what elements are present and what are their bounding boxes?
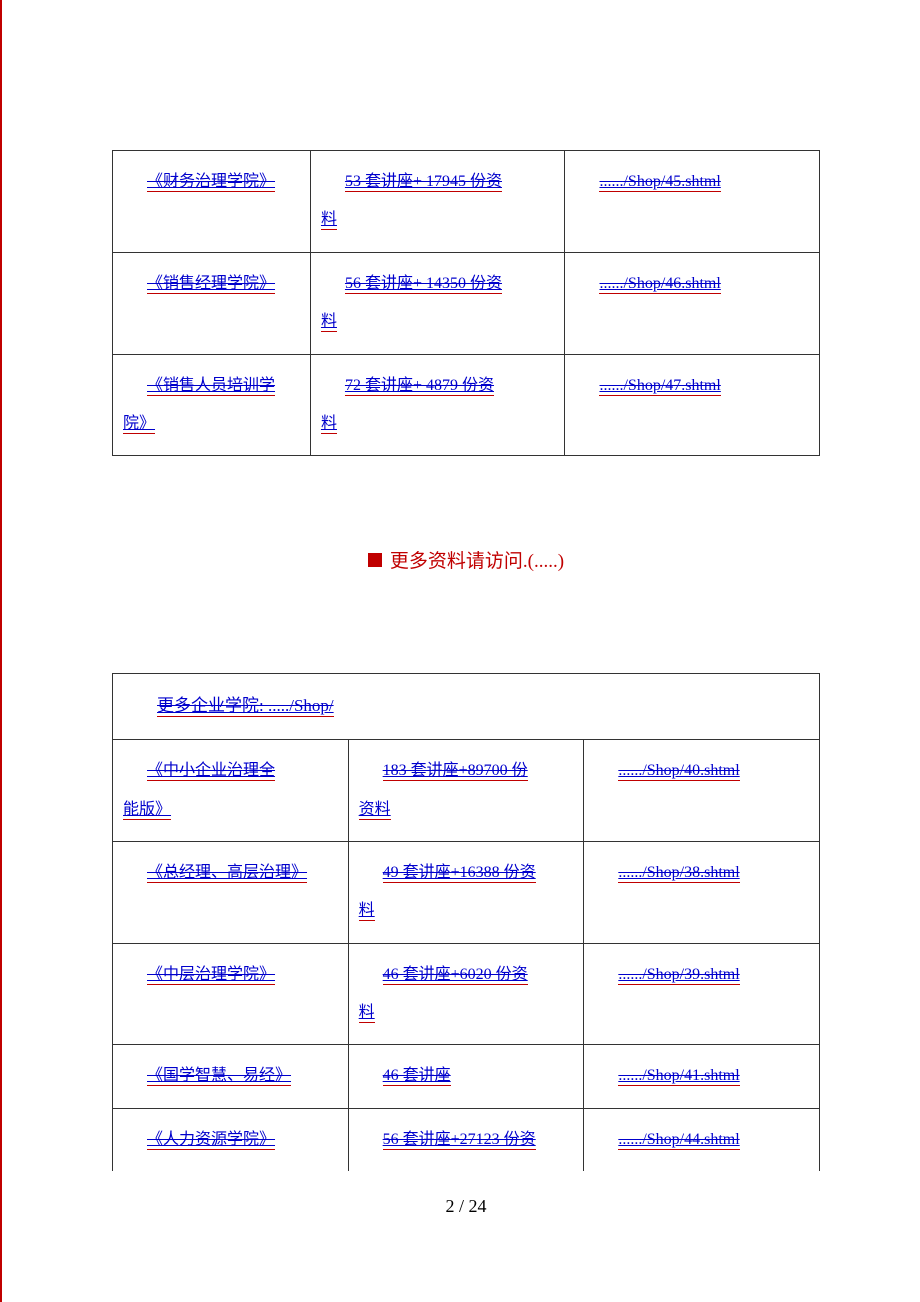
table-header: 更多企业学院: ...../Shop/ xyxy=(113,674,820,740)
course-link[interactable]: 《中小企业治理全 xyxy=(147,762,275,781)
cell-name: 《销售人员培训学 院》 xyxy=(113,354,311,456)
course-url[interactable]: ....../Shop/47.shtml xyxy=(599,377,720,396)
table-row: 《人力资源学院》 56 套讲座+27123 份资 ....../Shop/44.… xyxy=(113,1108,820,1171)
square-icon xyxy=(368,553,382,567)
cell-desc: 46 套讲座+6020 份资 料 xyxy=(348,943,584,1045)
course-url[interactable]: ....../Shop/40.shtml xyxy=(618,762,739,781)
table-row: 《中层治理学院》 46 套讲座+6020 份资 料 ....../Shop/39… xyxy=(113,943,820,1045)
center-message-block: 更多资料请访问.(.....) xyxy=(112,546,820,573)
course-desc: 183 套讲座+89700 份 xyxy=(383,762,528,781)
course-desc-cont: 资料 xyxy=(359,801,391,820)
course-link[interactable]: 《财务治理学院》 xyxy=(147,173,275,192)
cell-desc: 49 套讲座+16388 份资 料 xyxy=(348,841,584,943)
cell-url: ....../Shop/44.shtml xyxy=(584,1108,820,1171)
course-desc: 46 套讲座+6020 份资 xyxy=(383,966,528,985)
cell-url: ....../Shop/47.shtml xyxy=(565,354,820,456)
table-row: 《总经理、高层治理》 49 套讲座+16388 份资 料 ....../Shop… xyxy=(113,841,820,943)
cell-name: 《中小企业治理全 能版》 xyxy=(113,740,349,842)
cell-desc: 46 套讲座 xyxy=(348,1045,584,1108)
cell-desc: 183 套讲座+89700 份 资料 xyxy=(348,740,584,842)
course-link-cont[interactable]: 院》 xyxy=(123,415,155,434)
course-desc-cont: 料 xyxy=(321,313,337,332)
center-message[interactable]: 更多资料请访问.(.....) xyxy=(390,551,564,572)
cell-desc: 53 套讲座+ 17945 份资 料 xyxy=(310,151,565,253)
cell-name: 《总经理、高层治理》 xyxy=(113,841,349,943)
cell-url: ....../Shop/38.shtml xyxy=(584,841,820,943)
table-row: 《中小企业治理全 能版》 183 套讲座+89700 份 资料 ....../S… xyxy=(113,740,820,842)
course-url[interactable]: ....../Shop/39.shtml xyxy=(618,966,739,985)
table-row: 《销售人员培训学 院》 72 套讲座+ 4879 份资 料 ....../Sho… xyxy=(113,354,820,456)
course-link[interactable]: 《销售人员培训学 xyxy=(147,377,275,396)
cell-name: 《人力资源学院》 xyxy=(113,1108,349,1171)
course-url[interactable]: ....../Shop/46.shtml xyxy=(599,275,720,294)
course-link[interactable]: 《国学智慧、易经》 xyxy=(147,1067,291,1086)
cell-url: ....../Shop/40.shtml xyxy=(584,740,820,842)
course-link[interactable]: 《总经理、高层治理》 xyxy=(147,864,307,883)
page-current: 2 xyxy=(445,1196,454,1216)
page-total: 24 xyxy=(469,1196,487,1216)
cell-name: 《中层治理学院》 xyxy=(113,943,349,1045)
cell-url: ....../Shop/45.shtml xyxy=(565,151,820,253)
cell-desc: 72 套讲座+ 4879 份资 料 xyxy=(310,354,565,456)
table-row: 《销售经理学院》 56 套讲座+ 14350 份资 料 ....../Shop/… xyxy=(113,252,820,354)
table-row: 《财务治理学院》 53 套讲座+ 17945 份资 料 ....../Shop/… xyxy=(113,151,820,253)
cell-name: 《国学智慧、易经》 xyxy=(113,1045,349,1108)
cell-name: 《财务治理学院》 xyxy=(113,151,311,253)
course-desc-cont: 料 xyxy=(359,902,375,921)
cell-url: ....../Shop/39.shtml xyxy=(584,943,820,1045)
table-row: 《国学智慧、易经》 46 套讲座 ....../Shop/41.shtml xyxy=(113,1045,820,1108)
cell-url: ....../Shop/46.shtml xyxy=(565,252,820,354)
course-desc: 72 套讲座+ 4879 份资 xyxy=(345,377,494,396)
table-header-row: 更多企业学院: ...../Shop/ xyxy=(113,674,820,740)
course-link-cont[interactable]: 能版》 xyxy=(123,801,171,820)
course-link[interactable]: 《销售经理学院》 xyxy=(147,275,275,294)
course-url[interactable]: ....../Shop/38.shtml xyxy=(618,864,739,883)
course-desc: 53 套讲座+ 17945 份资 xyxy=(345,173,502,192)
cell-desc: 56 套讲座+ 14350 份资 料 xyxy=(310,252,565,354)
page-content: 《财务治理学院》 53 套讲座+ 17945 份资 料 ....../Shop/… xyxy=(12,0,920,1257)
course-desc-cont: 料 xyxy=(321,415,337,434)
course-desc: 49 套讲座+16388 份资 xyxy=(383,864,536,883)
table-1: 《财务治理学院》 53 套讲座+ 17945 份资 料 ....../Shop/… xyxy=(112,150,820,456)
course-url[interactable]: ....../Shop/44.shtml xyxy=(618,1131,739,1150)
header-link[interactable]: 更多企业学院: ...../Shop/ xyxy=(157,696,334,717)
course-url[interactable]: ....../Shop/41.shtml xyxy=(618,1067,739,1086)
course-desc: 56 套讲座+ 14350 份资 xyxy=(345,275,502,294)
course-url[interactable]: ....../Shop/45.shtml xyxy=(599,173,720,192)
table-2: 更多企业学院: ...../Shop/ 《中小企业治理全 能版》 183 套讲座… xyxy=(112,673,820,1171)
course-desc-cont: 料 xyxy=(321,211,337,230)
course-desc-cont: 料 xyxy=(359,1004,375,1023)
course-desc: 56 套讲座+27123 份资 xyxy=(383,1131,536,1150)
cell-desc: 56 套讲座+27123 份资 xyxy=(348,1108,584,1171)
course-link[interactable]: 《中层治理学院》 xyxy=(147,966,275,985)
cell-name: 《销售经理学院》 xyxy=(113,252,311,354)
course-desc: 46 套讲座 xyxy=(383,1067,451,1086)
page-number: 2 / 24 xyxy=(112,1196,820,1217)
cell-url: ....../Shop/41.shtml xyxy=(584,1045,820,1108)
course-link[interactable]: 《人力资源学院》 xyxy=(147,1131,275,1150)
